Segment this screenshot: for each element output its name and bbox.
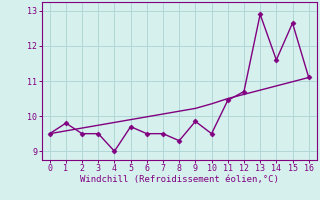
X-axis label: Windchill (Refroidissement éolien,°C): Windchill (Refroidissement éolien,°C) (80, 175, 279, 184)
